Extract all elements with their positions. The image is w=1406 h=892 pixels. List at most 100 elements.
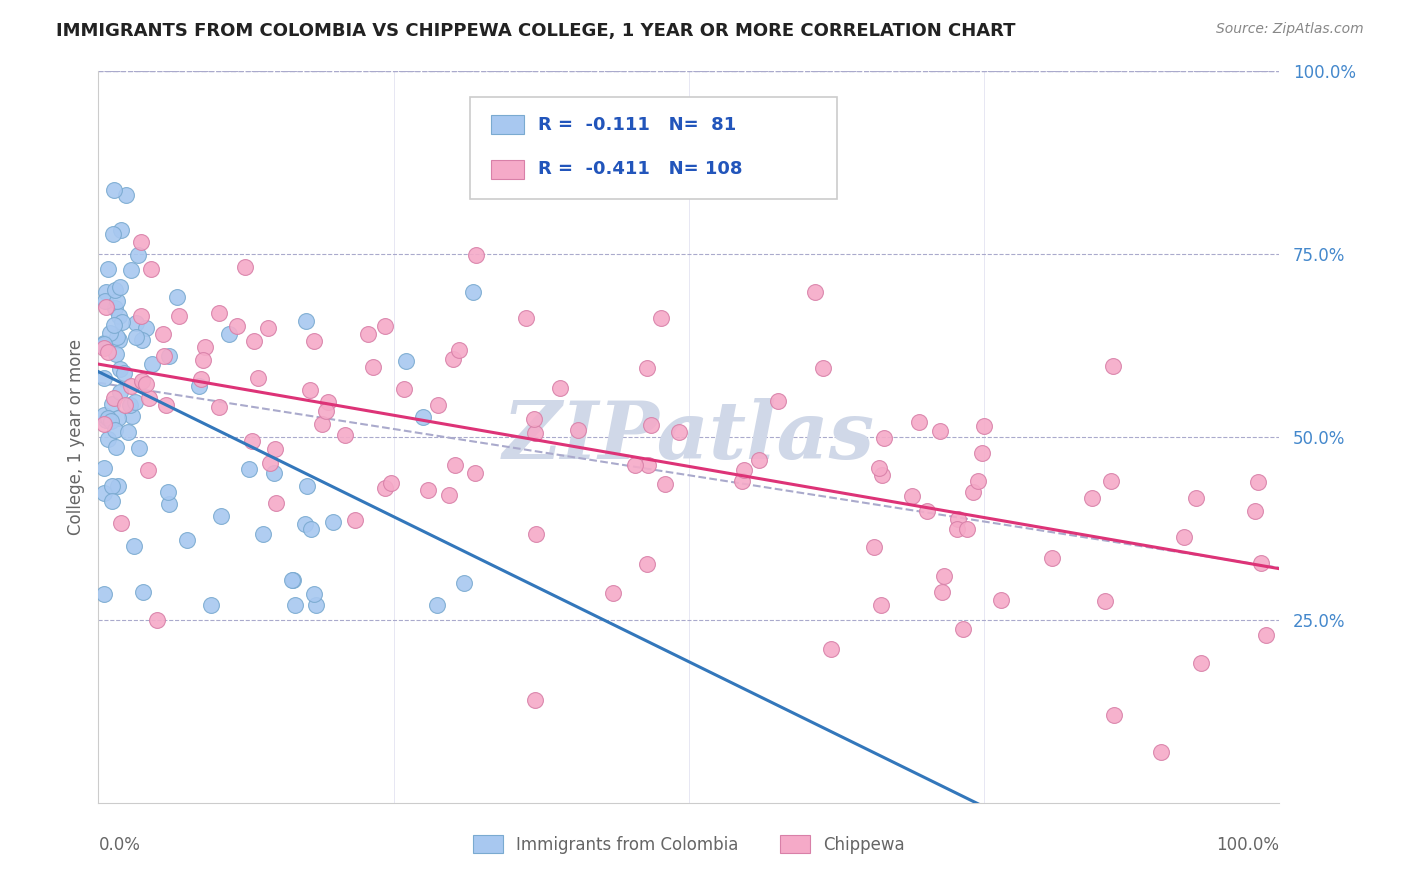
Point [240, 434, 263, 449]
Point [94, 301, 117, 315]
Point [242, 334, 264, 348]
Point [146, 613, 169, 627]
Point [104, 424, 127, 438]
Point [157, 497, 180, 511]
Point [449, 343, 471, 357]
Point [209, 508, 232, 523]
Point [104, 283, 127, 297]
Point [1102, 708, 1125, 723]
Point [208, 306, 231, 320]
Point [252, 527, 274, 541]
Point [870, 467, 893, 482]
Point [294, 314, 316, 328]
Point [522, 412, 544, 426]
Point [107, 410, 129, 425]
Point [426, 599, 449, 613]
Point [1246, 475, 1268, 489]
Point [118, 398, 141, 412]
Point [132, 585, 155, 599]
Point [94, 285, 117, 299]
Point [93, 335, 115, 350]
Point [121, 409, 143, 424]
Point [548, 381, 571, 395]
Point [863, 540, 886, 554]
Text: ZIPatlas: ZIPatlas [503, 399, 875, 475]
Point [105, 293, 128, 308]
Point [305, 599, 328, 613]
Text: 0.0%: 0.0% [98, 836, 141, 854]
Point [94, 294, 117, 309]
Text: R =  -0.411   N= 108: R = -0.411 N= 108 [537, 161, 742, 178]
Point [929, 424, 952, 438]
Point [110, 222, 132, 236]
Point [465, 248, 488, 262]
Point [322, 515, 344, 529]
Point [120, 263, 142, 277]
Point [344, 513, 367, 527]
Point [1080, 491, 1102, 505]
Point [515, 310, 537, 325]
Point [125, 330, 148, 344]
Point [931, 585, 953, 599]
Point [316, 395, 339, 409]
Point [357, 326, 380, 341]
Point [155, 398, 177, 412]
Point [135, 321, 157, 335]
Text: 100.0%: 100.0% [1216, 836, 1279, 854]
Point [363, 360, 385, 375]
Point [110, 361, 132, 376]
Point [908, 415, 931, 429]
Point [120, 378, 142, 392]
Point [101, 397, 124, 411]
Point [932, 569, 955, 583]
Point [93, 587, 115, 601]
Point [194, 340, 217, 354]
Point [637, 458, 659, 473]
Point [453, 575, 475, 590]
Point [208, 400, 231, 414]
Point [668, 425, 690, 439]
Point [93, 408, 115, 422]
Point [117, 425, 139, 440]
Text: R =  -0.111   N=  81: R = -0.111 N= 81 [537, 116, 735, 134]
Point [101, 493, 124, 508]
Point [110, 516, 132, 530]
Point [124, 395, 146, 409]
Point [803, 285, 825, 299]
Point [97, 262, 120, 277]
Point [127, 248, 149, 262]
Point [284, 599, 307, 613]
Point [114, 188, 136, 202]
Point [1250, 556, 1272, 570]
Point [526, 526, 548, 541]
Point [444, 458, 467, 473]
Point [990, 593, 1012, 607]
Point [416, 483, 439, 497]
Point [139, 261, 162, 276]
Point [131, 374, 153, 388]
Point [125, 316, 148, 330]
Point [190, 372, 212, 386]
Point [259, 456, 281, 470]
Point [93, 339, 115, 353]
Point [870, 599, 893, 613]
Point [524, 693, 547, 707]
Point [640, 418, 662, 433]
Point [650, 310, 672, 325]
Point [952, 622, 974, 636]
Point [107, 479, 129, 493]
Point [427, 398, 450, 412]
Point [946, 522, 969, 536]
FancyBboxPatch shape [471, 97, 837, 200]
Point [122, 539, 145, 553]
Point [263, 466, 285, 480]
Point [820, 642, 842, 657]
Point [602, 585, 624, 599]
Point [973, 418, 995, 433]
Point [813, 361, 835, 376]
Legend: Immigrants from Colombia, Chippewa: Immigrants from Colombia, Chippewa [467, 829, 911, 860]
Point [103, 391, 125, 405]
Point [1102, 359, 1125, 374]
Point [1040, 551, 1063, 566]
Point [114, 398, 136, 412]
